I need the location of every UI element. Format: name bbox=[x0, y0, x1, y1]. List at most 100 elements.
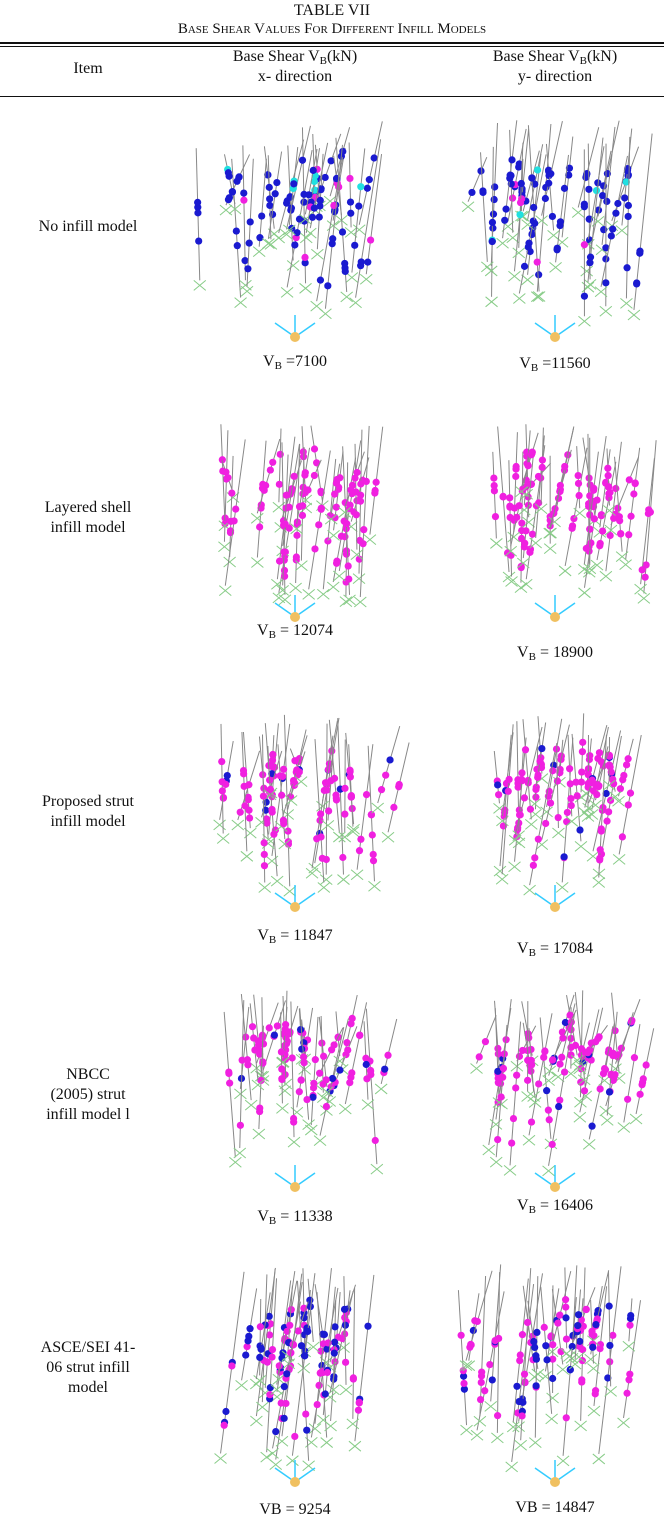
hinge-dot bbox=[574, 1311, 583, 1319]
support-icon bbox=[582, 1139, 596, 1150]
support-icon bbox=[634, 583, 647, 595]
support-icon bbox=[549, 261, 562, 273]
hinge-dot bbox=[285, 503, 293, 511]
hinge-dot bbox=[562, 1335, 571, 1343]
hinge-dot bbox=[259, 1058, 267, 1066]
hinge-dot bbox=[513, 1071, 521, 1079]
hinge-dot bbox=[323, 1368, 331, 1377]
hinge-dot bbox=[620, 771, 628, 780]
hinge-dot bbox=[348, 1014, 356, 1022]
hinge-dot bbox=[230, 517, 238, 525]
hinge-dot bbox=[290, 472, 298, 480]
hinge-dot bbox=[271, 190, 279, 198]
support-icon bbox=[599, 1105, 613, 1117]
hinge-dot bbox=[592, 1321, 600, 1329]
hinge-dot bbox=[328, 1074, 337, 1083]
hinge-dot bbox=[322, 1076, 330, 1084]
support-icon bbox=[287, 1136, 301, 1148]
support-icon bbox=[508, 270, 521, 282]
hinge-dot bbox=[488, 1376, 496, 1384]
hinge-dot bbox=[300, 1059, 308, 1067]
hinge-dot bbox=[617, 530, 625, 538]
text: = 17084 bbox=[535, 940, 593, 957]
base-shear-x: VB = 9254 bbox=[259, 1501, 330, 1519]
hinge-dot bbox=[605, 490, 613, 498]
support-icon bbox=[583, 278, 597, 290]
hinge-dot bbox=[232, 505, 240, 513]
support-icon bbox=[339, 596, 353, 608]
hinge-dot bbox=[561, 1296, 570, 1304]
support-icon bbox=[308, 1423, 322, 1435]
hinge-dot bbox=[341, 784, 349, 792]
support-icon bbox=[513, 293, 526, 304]
hinge-dot bbox=[605, 1302, 613, 1310]
support-icon bbox=[508, 834, 522, 846]
hinge-dot bbox=[614, 504, 622, 512]
support-icon bbox=[619, 559, 632, 570]
support-icon bbox=[275, 1435, 289, 1447]
support-icon bbox=[319, 308, 332, 320]
hinge-dot bbox=[523, 1318, 532, 1327]
hinge-dot bbox=[605, 1088, 614, 1096]
support-icon bbox=[580, 265, 594, 277]
hinge-dot bbox=[580, 1087, 589, 1095]
column-line bbox=[266, 1278, 278, 1453]
base-shear-x: VB = 11338 bbox=[257, 1208, 332, 1227]
model-image bbox=[457, 1264, 642, 1487]
hinge-dot bbox=[488, 237, 496, 246]
hinge-dot bbox=[369, 850, 377, 859]
column-line bbox=[588, 1022, 615, 1140]
hinge-dot bbox=[524, 776, 532, 785]
support-icon bbox=[604, 524, 618, 536]
hinge-dot bbox=[491, 513, 500, 521]
hinge-dot bbox=[533, 166, 542, 174]
support-icon bbox=[470, 1063, 483, 1074]
column-line bbox=[241, 731, 248, 852]
support-icon bbox=[573, 1111, 587, 1123]
column-line bbox=[310, 1016, 319, 1126]
hinge-dot bbox=[541, 1047, 549, 1055]
hinge-dot bbox=[609, 225, 617, 233]
support-icon bbox=[491, 1432, 504, 1444]
hinge-dot bbox=[341, 1321, 350, 1329]
support-icon bbox=[543, 1065, 557, 1077]
column-line bbox=[623, 1024, 641, 1123]
column-line bbox=[501, 724, 514, 875]
header-direction: x- direction bbox=[257, 68, 333, 85]
hinge-dot bbox=[246, 218, 254, 226]
support-icon bbox=[587, 1405, 601, 1417]
hinge-dot bbox=[321, 173, 329, 182]
hinge-dot bbox=[351, 474, 359, 482]
hinge-dot bbox=[276, 450, 284, 458]
hinge-dot bbox=[219, 793, 228, 802]
hinge-dot bbox=[365, 176, 373, 184]
hinge-dot bbox=[555, 1102, 563, 1111]
column-line bbox=[548, 1013, 576, 1166]
support-icon bbox=[512, 1421, 525, 1433]
hinge-dot bbox=[494, 1050, 502, 1058]
hinge-dot bbox=[567, 1034, 575, 1043]
model-image bbox=[214, 1267, 375, 1487]
hinge-dot bbox=[556, 1096, 564, 1104]
hinge-dot bbox=[612, 209, 620, 217]
support-icon bbox=[283, 885, 297, 897]
hinge-dot bbox=[269, 751, 277, 759]
hinge-dot bbox=[596, 856, 604, 864]
hinge-dot bbox=[244, 796, 252, 804]
hinge-dot bbox=[636, 247, 644, 255]
hinge-dot bbox=[556, 1311, 564, 1319]
hinge-dot bbox=[300, 1053, 308, 1061]
support-icon bbox=[303, 227, 317, 239]
hinge-dot bbox=[349, 1375, 357, 1383]
hinge-dot bbox=[240, 782, 248, 790]
hinge-dot bbox=[290, 180, 298, 188]
header-line: Base Shear VB(kN) bbox=[493, 47, 617, 67]
support-icon bbox=[503, 1165, 517, 1176]
hinge-dot bbox=[497, 1093, 505, 1101]
hinge-dot bbox=[222, 468, 230, 476]
hinge-dot bbox=[518, 1046, 527, 1055]
hinge-dot bbox=[499, 1073, 507, 1081]
hinge-dot bbox=[596, 846, 604, 854]
hinge-dot bbox=[517, 179, 525, 188]
hinge-dot bbox=[489, 224, 497, 232]
